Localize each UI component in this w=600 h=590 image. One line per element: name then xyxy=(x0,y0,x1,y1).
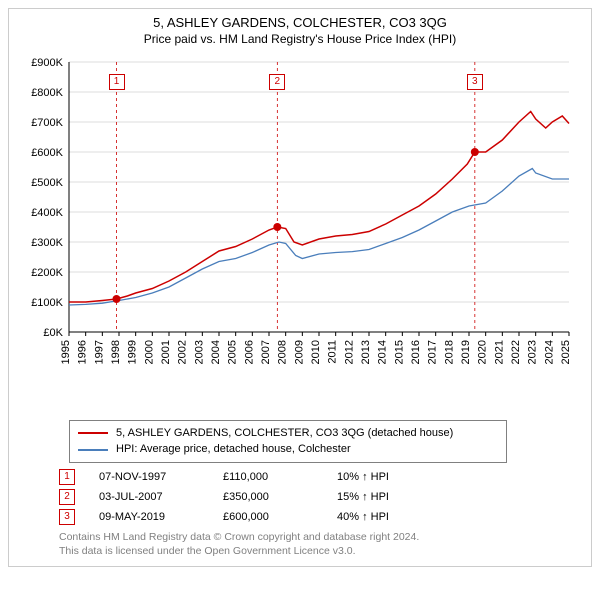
svg-text:£700K: £700K xyxy=(31,117,63,129)
event-price: £110,000 xyxy=(223,471,313,483)
svg-text:£0K: £0K xyxy=(43,327,63,339)
svg-text:1998: 1998 xyxy=(110,340,122,364)
legend-label: 5, ASHLEY GARDENS, COLCHESTER, CO3 3QG (… xyxy=(116,425,453,442)
event-date: 03-JUL-2007 xyxy=(99,491,199,503)
event-date: 07-NOV-1997 xyxy=(99,471,199,483)
svg-text:2004: 2004 xyxy=(210,340,222,364)
event-delta: 15% ↑ HPI xyxy=(337,491,437,503)
svg-text:2020: 2020 xyxy=(477,340,489,364)
svg-text:2025: 2025 xyxy=(560,340,572,364)
svg-text:£900K: £900K xyxy=(31,57,63,69)
svg-text:£200K: £200K xyxy=(31,267,63,279)
chart-event-badge: 2 xyxy=(269,74,285,90)
svg-text:2012: 2012 xyxy=(343,340,355,364)
svg-text:£600K: £600K xyxy=(31,147,63,159)
footnote: Contains HM Land Registry data © Crown c… xyxy=(59,531,581,558)
svg-text:1996: 1996 xyxy=(77,340,89,364)
line-chart: £0K £100K £200K £300K £400K £500K £600K £700K £8… xyxy=(19,52,579,412)
chart-area: £0K £100K £200K £300K £400K £500K £600K £700K £8… xyxy=(19,52,579,412)
svg-text:£300K: £300K xyxy=(31,237,63,249)
event-delta: 40% ↑ HPI xyxy=(337,511,437,523)
svg-text:£100K: £100K xyxy=(31,297,63,309)
svg-text:2003: 2003 xyxy=(193,340,205,364)
svg-text:2024: 2024 xyxy=(543,340,555,364)
svg-text:£500K: £500K xyxy=(31,177,63,189)
svg-text:1999: 1999 xyxy=(127,340,139,364)
event-date: 09-MAY-2019 xyxy=(99,511,199,523)
svg-text:2019: 2019 xyxy=(460,340,472,364)
svg-text:2014: 2014 xyxy=(377,340,389,364)
svg-text:2002: 2002 xyxy=(177,340,189,364)
svg-text:2010: 2010 xyxy=(310,340,322,364)
legend-label: HPI: Average price, detached house, Colc… xyxy=(116,441,351,458)
legend-item: 5, ASHLEY GARDENS, COLCHESTER, CO3 3QG (… xyxy=(78,425,498,442)
event-table: 1 07-NOV-1997 £110,000 10% ↑ HPI 2 03-JUL-200… xyxy=(59,469,581,525)
svg-text:2018: 2018 xyxy=(443,340,455,364)
svg-text:2015: 2015 xyxy=(393,340,405,364)
svg-text:1997: 1997 xyxy=(93,340,105,364)
svg-text:£800K: £800K xyxy=(31,87,63,99)
svg-text:1995: 1995 xyxy=(60,340,72,364)
chart-event-badge: 1 xyxy=(109,74,125,90)
svg-text:2021: 2021 xyxy=(493,340,505,364)
svg-text:2008: 2008 xyxy=(277,340,289,364)
event-row: 2 03-JUL-2007 £350,000 15% ↑ HPI xyxy=(59,489,581,505)
event-badge: 3 xyxy=(59,509,75,525)
event-badge: 1 xyxy=(59,469,75,485)
event-price: £600,000 xyxy=(223,511,313,523)
svg-text:2009: 2009 xyxy=(293,340,305,364)
chart-card: 5, ASHLEY GARDENS, COLCHESTER, CO3 3QG P… xyxy=(8,8,592,567)
svg-text:2017: 2017 xyxy=(427,340,439,364)
svg-text:2006: 2006 xyxy=(243,340,255,364)
svg-text:2022: 2022 xyxy=(510,340,522,364)
legend-swatch xyxy=(78,449,108,451)
event-row: 1 07-NOV-1997 £110,000 10% ↑ HPI xyxy=(59,469,581,485)
svg-text:2001: 2001 xyxy=(160,340,172,364)
svg-text:2013: 2013 xyxy=(360,340,372,364)
footnote-line-1: Contains HM Land Registry data © Crown c… xyxy=(59,531,581,545)
chart-subtitle: Price paid vs. HM Land Registry's House … xyxy=(19,32,581,46)
legend: 5, ASHLEY GARDENS, COLCHESTER, CO3 3QG (… xyxy=(69,420,507,463)
svg-text:2007: 2007 xyxy=(260,340,272,364)
svg-text:2011: 2011 xyxy=(327,340,339,364)
footnote-line-2: This data is licensed under the Open Gov… xyxy=(59,545,581,559)
legend-item: HPI: Average price, detached house, Colc… xyxy=(78,441,498,458)
event-delta: 10% ↑ HPI xyxy=(337,471,437,483)
chart-event-badge: 3 xyxy=(467,74,483,90)
chart-title: 5, ASHLEY GARDENS, COLCHESTER, CO3 3QG xyxy=(19,15,581,32)
svg-text:2000: 2000 xyxy=(143,340,155,364)
svg-text:2016: 2016 xyxy=(410,340,422,364)
svg-text:£400K: £400K xyxy=(31,207,63,219)
svg-text:2023: 2023 xyxy=(527,340,539,364)
event-price: £350,000 xyxy=(223,491,313,503)
svg-text:2005: 2005 xyxy=(227,340,239,364)
event-row: 3 09-MAY-2019 £600,000 40% ↑ HPI xyxy=(59,509,581,525)
legend-swatch xyxy=(78,432,108,434)
event-badge: 2 xyxy=(59,489,75,505)
